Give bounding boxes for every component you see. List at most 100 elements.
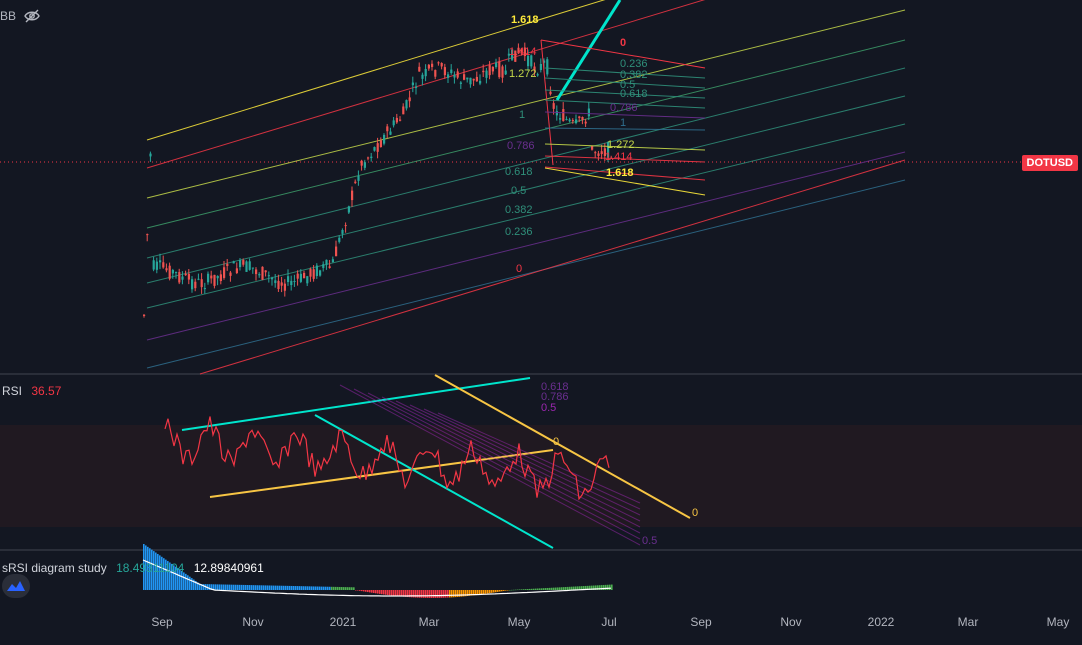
fib-label-right-0: 0 bbox=[620, 37, 626, 49]
fib-label-right-3: 0.5 bbox=[620, 79, 635, 91]
candle-body bbox=[424, 68, 427, 77]
fib-label-right-6: 1 bbox=[620, 117, 626, 129]
study-bar bbox=[515, 589, 517, 591]
fib-label-right-8: 1.414 bbox=[605, 151, 633, 163]
study-bar bbox=[315, 586, 317, 590]
study-bar bbox=[477, 590, 479, 595]
candle-body bbox=[184, 273, 187, 276]
candle-body bbox=[421, 74, 424, 79]
rsi-legend[interactable]: RSI 36.57 bbox=[2, 384, 61, 398]
candle-body bbox=[354, 181, 357, 183]
candle-body bbox=[293, 280, 296, 282]
study-bar bbox=[459, 590, 461, 597]
study-bar bbox=[349, 587, 351, 590]
study-bar bbox=[275, 585, 277, 590]
study-bar bbox=[411, 590, 413, 598]
study-bar bbox=[479, 590, 481, 595]
study-bar bbox=[327, 586, 329, 590]
x-tick-4: May bbox=[508, 615, 531, 629]
fib-label-right-4: 0.618 bbox=[620, 88, 648, 100]
study-bar bbox=[345, 587, 347, 590]
study-bar bbox=[391, 590, 393, 596]
study-bar bbox=[589, 585, 591, 590]
x-tick-3: Mar bbox=[419, 615, 440, 629]
candle-body bbox=[344, 225, 347, 227]
fib-level-line bbox=[544, 166, 706, 181]
fib-label-left-1: 1.414 bbox=[509, 46, 537, 58]
study-bar bbox=[475, 590, 477, 596]
candle-body bbox=[242, 260, 245, 265]
candle-body bbox=[514, 50, 517, 62]
study-bar bbox=[255, 585, 257, 590]
study-bar bbox=[369, 590, 371, 593]
candle-body bbox=[539, 64, 542, 71]
study-bar bbox=[321, 586, 323, 590]
study-bar bbox=[291, 585, 293, 590]
study-bar bbox=[455, 590, 457, 598]
study-bar bbox=[487, 590, 489, 594]
fib-retracement-box bbox=[540, 39, 706, 196]
candle-body bbox=[402, 106, 405, 115]
study-bar bbox=[417, 590, 419, 598]
study-bar bbox=[389, 590, 391, 596]
candle-body bbox=[389, 131, 392, 135]
channel-line bbox=[146, 39, 906, 229]
study-icon[interactable] bbox=[2, 574, 30, 598]
candle-body bbox=[418, 66, 421, 72]
study-bar bbox=[439, 590, 441, 598]
study-bar bbox=[387, 590, 389, 595]
study-bar bbox=[509, 589, 511, 591]
candle-body bbox=[434, 70, 437, 77]
study-legend[interactable]: sRSI diagram study 18.49311104 12.898409… bbox=[2, 561, 264, 575]
x-tick-5: Jul bbox=[601, 615, 616, 629]
candle-body bbox=[549, 91, 552, 95]
study-bar bbox=[593, 585, 595, 590]
study-bar bbox=[203, 584, 205, 590]
study-bar bbox=[287, 585, 289, 590]
study-bar bbox=[427, 590, 429, 598]
candle-body bbox=[504, 70, 507, 75]
rsi-band bbox=[0, 425, 1082, 527]
study-bar bbox=[543, 588, 545, 590]
study-bar bbox=[517, 589, 519, 591]
study-bar bbox=[599, 585, 601, 590]
symbol-price-tag: DOTUSD bbox=[1021, 155, 1078, 171]
fib-level-line bbox=[544, 127, 706, 131]
study-bar bbox=[553, 587, 555, 590]
study-bar bbox=[457, 590, 459, 597]
candle-body bbox=[463, 74, 466, 80]
study-bar bbox=[609, 584, 611, 590]
study-bar bbox=[591, 585, 593, 590]
study-bar bbox=[523, 589, 525, 590]
study-bar bbox=[169, 562, 171, 590]
candle-body bbox=[267, 275, 270, 277]
rsi-fan-line bbox=[381, 396, 641, 528]
study-bar bbox=[155, 552, 157, 590]
candle-body bbox=[152, 260, 155, 270]
study-bar bbox=[299, 586, 301, 590]
candle-body bbox=[523, 47, 526, 57]
candle-body bbox=[383, 134, 386, 144]
fib-labels: 00.2360.3820.50.6180.78611.2721.4141.618… bbox=[505, 14, 698, 547]
study-bar bbox=[337, 586, 339, 590]
indicator-label[interactable]: BB bbox=[0, 9, 17, 23]
candle-body bbox=[466, 77, 469, 80]
study-bar bbox=[403, 590, 405, 597]
candle-body bbox=[594, 152, 597, 154]
study-bar bbox=[223, 584, 225, 590]
eye-off-icon[interactable] bbox=[24, 9, 40, 23]
candle-body bbox=[584, 121, 587, 124]
study-bar bbox=[305, 586, 307, 590]
study-bar bbox=[565, 587, 567, 590]
study-bar bbox=[549, 587, 551, 590]
candle-body bbox=[309, 269, 312, 277]
fib-level-line bbox=[544, 67, 706, 79]
study-bar bbox=[157, 553, 159, 590]
fib-label-left-4: 0.786 bbox=[507, 140, 535, 152]
candle-body bbox=[264, 270, 267, 273]
study-bar bbox=[525, 589, 527, 590]
study-bar bbox=[261, 585, 263, 590]
candle-body bbox=[223, 267, 226, 278]
rsi-upper-trend bbox=[181, 377, 531, 431]
